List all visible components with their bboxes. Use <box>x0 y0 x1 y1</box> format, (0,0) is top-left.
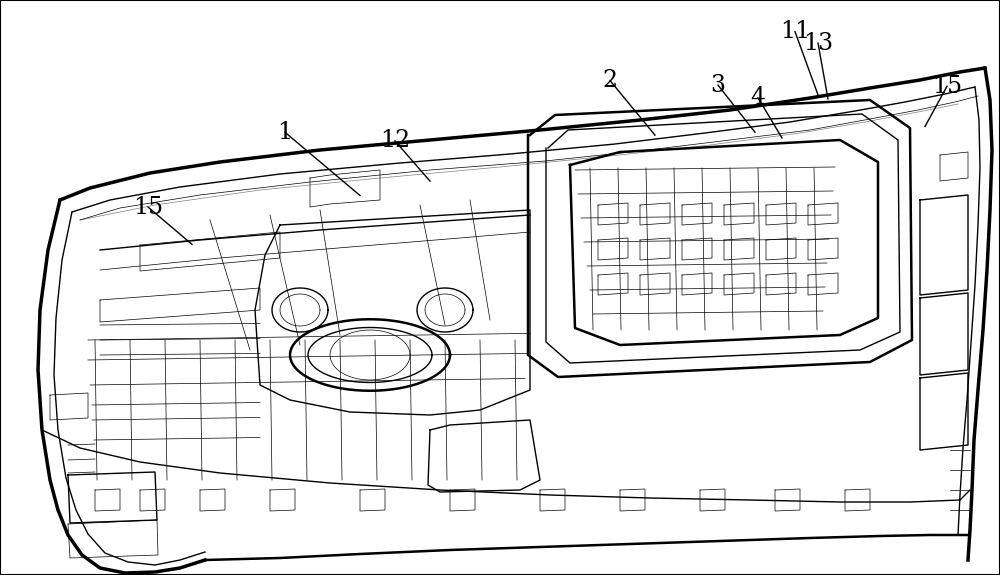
Text: 15: 15 <box>932 75 962 98</box>
Text: 1: 1 <box>277 121 293 144</box>
Text: 11: 11 <box>780 20 810 43</box>
Text: 3: 3 <box>710 74 726 97</box>
Text: 2: 2 <box>602 69 618 92</box>
Text: 4: 4 <box>750 86 766 109</box>
Text: 12: 12 <box>380 129 410 152</box>
Text: 15: 15 <box>133 196 163 218</box>
Text: 13: 13 <box>803 32 833 55</box>
